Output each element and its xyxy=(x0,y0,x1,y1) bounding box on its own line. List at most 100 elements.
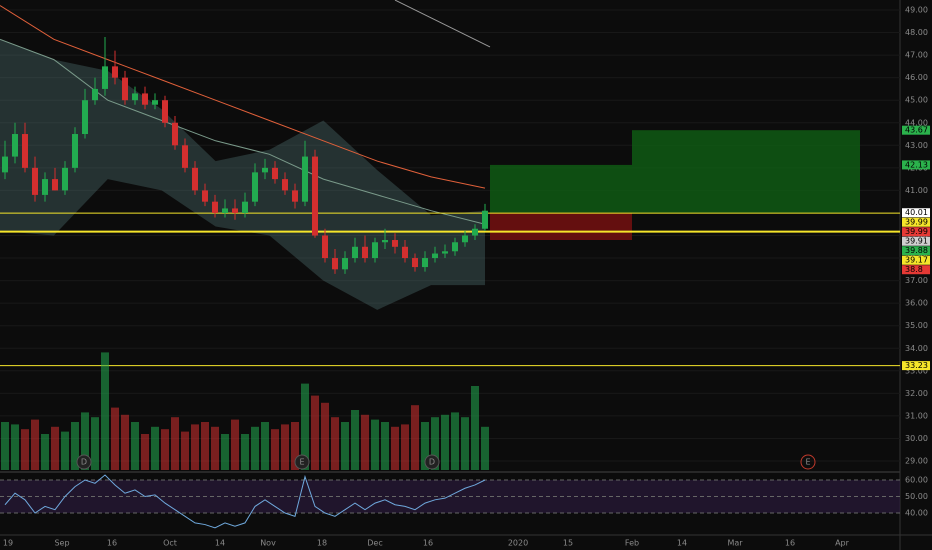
y-tick-label: 32.00 xyxy=(905,389,928,398)
volume-bar xyxy=(21,429,29,470)
candle-body xyxy=(352,246,358,259)
candle-body xyxy=(142,93,148,105)
volume-bar xyxy=(291,422,299,470)
volume-bar xyxy=(51,426,59,470)
candle-body xyxy=(392,240,398,247)
volume-bar xyxy=(441,414,449,470)
candle-body xyxy=(332,258,338,270)
event-label: D xyxy=(81,458,87,467)
candle-body xyxy=(312,156,318,236)
volume-bar xyxy=(391,426,399,470)
y-tick-label: 35.00 xyxy=(905,321,928,330)
price-label: 39.99 xyxy=(905,227,928,236)
candle-body xyxy=(132,93,138,101)
volume-bar xyxy=(31,419,39,470)
volume-bar xyxy=(471,386,479,470)
x-tick-label: 14 xyxy=(215,539,225,548)
x-tick-label: Feb xyxy=(625,539,639,548)
volume-bar xyxy=(1,422,9,470)
bollinger-band xyxy=(0,39,485,310)
moving-average xyxy=(0,38,486,225)
candle-body xyxy=(322,235,328,259)
price-label: 40.01 xyxy=(905,208,928,217)
price-label: 43.67 xyxy=(905,126,928,135)
price-label: 39.91 xyxy=(905,237,928,246)
candle-body xyxy=(282,179,288,191)
candle-body xyxy=(402,246,408,259)
volume-bar xyxy=(401,424,409,470)
candle-body xyxy=(252,172,258,202)
rsi-tick-label: 60.00 xyxy=(905,476,928,485)
volume-bar xyxy=(241,434,249,470)
y-tick-label: 37.00 xyxy=(905,276,928,285)
volume-bar xyxy=(311,395,319,470)
volume-bar xyxy=(451,412,459,470)
volume-bar xyxy=(321,402,329,470)
candle-body xyxy=(472,228,478,236)
volume-bar xyxy=(91,417,99,470)
candle-body xyxy=(202,190,208,202)
y-tick-label: 46.00 xyxy=(905,73,928,82)
candle-body xyxy=(82,100,88,135)
event-label: E xyxy=(299,458,304,467)
candle-body xyxy=(102,66,108,89)
volume-bar xyxy=(61,431,69,470)
candle-body xyxy=(292,190,298,202)
y-tick-label: 48.00 xyxy=(905,28,928,37)
target-zone xyxy=(490,164,632,213)
price-label-box xyxy=(902,265,930,275)
volume-bar xyxy=(191,424,199,470)
x-tick-label: Oct xyxy=(163,539,177,548)
volume-bar xyxy=(151,426,159,470)
volume-bar xyxy=(361,414,369,470)
price-label-box xyxy=(902,217,930,227)
x-tick-label: 16 xyxy=(107,539,117,548)
candle-body xyxy=(372,242,378,259)
x-tick-label: Mar xyxy=(727,539,743,548)
volume-bar xyxy=(101,352,109,470)
candle-body xyxy=(122,77,128,101)
volume-bar xyxy=(231,419,239,470)
y-tick-label: 41.00 xyxy=(905,186,928,195)
price-label-box xyxy=(902,255,930,265)
volume-bar xyxy=(141,434,149,470)
x-tick-label: Sep xyxy=(54,539,69,548)
y-tick-label: 31.00 xyxy=(905,411,928,420)
volume-bar xyxy=(41,434,49,470)
price-label-box xyxy=(902,208,930,218)
candle-body xyxy=(342,258,348,270)
price-label-box xyxy=(902,236,930,246)
volume-bar xyxy=(421,422,429,470)
candle-body xyxy=(112,66,118,78)
volume-bar xyxy=(261,422,269,470)
volume-bar xyxy=(251,426,259,470)
rsi-tick-label: 40.00 xyxy=(905,509,928,518)
x-tick-label: 2020 xyxy=(508,539,528,548)
moving-average xyxy=(0,5,486,189)
event-marker xyxy=(800,454,816,470)
event-marker xyxy=(294,454,310,470)
y-tick-label: 30.00 xyxy=(905,434,928,443)
candle-body xyxy=(382,240,388,243)
event-marker xyxy=(424,454,440,470)
y-tick-label: 45.00 xyxy=(905,96,928,105)
price-label-box xyxy=(902,227,930,237)
price-label: 33.23 xyxy=(905,361,928,370)
candle-body xyxy=(2,156,8,173)
volume-bar xyxy=(131,422,139,470)
price-label-box xyxy=(902,361,930,371)
candle-body xyxy=(302,156,308,202)
candle-body xyxy=(52,179,58,191)
y-tick-label: 29.00 xyxy=(905,457,928,466)
target-zone xyxy=(632,130,860,213)
candle-body xyxy=(442,251,448,254)
candle-body xyxy=(262,167,268,173)
volume-bar xyxy=(411,405,419,470)
volume-bar xyxy=(371,419,379,470)
candle-body xyxy=(432,253,438,259)
event-label: D xyxy=(429,458,435,467)
y-tick-label: 43.00 xyxy=(905,141,928,150)
x-tick-label: 16 xyxy=(423,539,433,548)
volume-bar xyxy=(181,431,189,470)
x-tick-label: Nov xyxy=(260,539,276,548)
